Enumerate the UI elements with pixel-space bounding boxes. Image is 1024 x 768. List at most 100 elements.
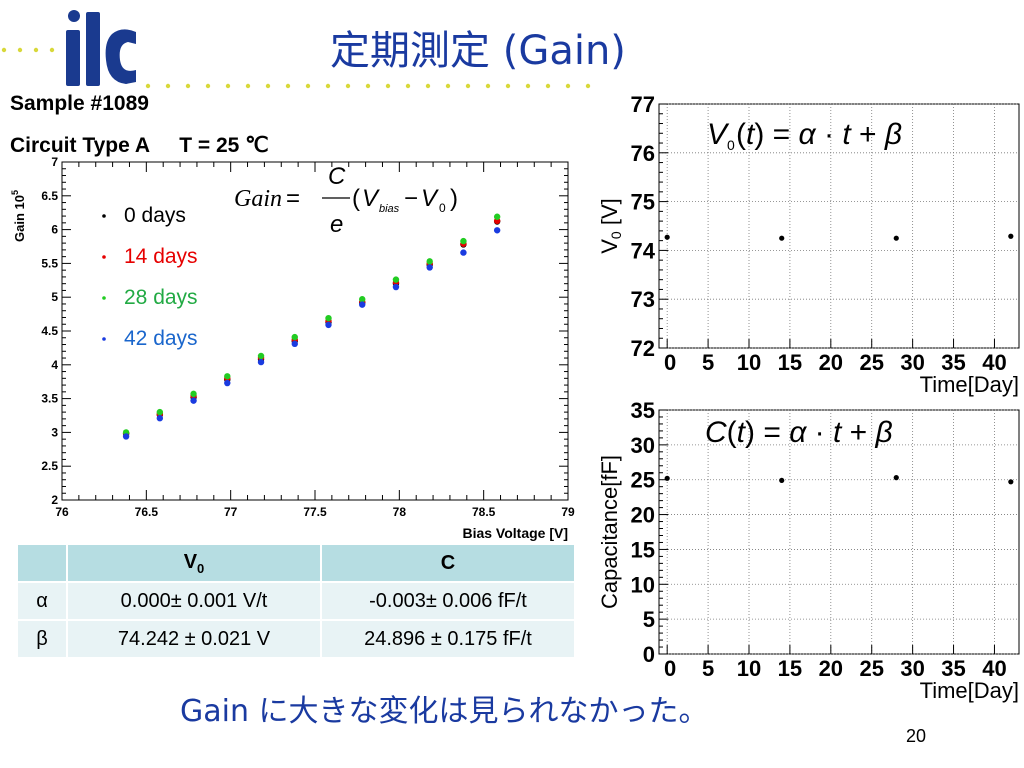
y-tick-label: 15: [631, 537, 655, 562]
x-tick-label: 30: [900, 656, 924, 681]
data-point: [664, 475, 670, 481]
x-tick-label: 10: [737, 350, 761, 375]
x-tick-label: 0: [664, 350, 676, 375]
data-point: [359, 296, 366, 303]
x-tick-label: 15: [778, 350, 802, 375]
svg-text:Gain: Gain: [234, 186, 282, 212]
x-tick-label: 77.5: [303, 505, 327, 519]
slide-caption: Gain に大きな変化は見られなかった。: [180, 694, 709, 729]
x-tick-label: 20: [819, 656, 843, 681]
table-row: β 74.242 ± 0.021 V 24.896 ± 0.175 fF/t: [16, 619, 576, 659]
x-axis-label: Time[Day]: [920, 372, 1019, 397]
x-tick-label: 0: [664, 656, 676, 681]
data-point: [426, 258, 433, 265]
x-tick-label: 25: [859, 350, 883, 375]
x-tick-label: 5: [702, 656, 714, 681]
x-axis-label: Bias Voltage [V]: [462, 525, 568, 541]
sample-label: Sample #1089: [10, 92, 149, 115]
circuit-label: Circuit Type A T = 25 ℃: [10, 133, 269, 158]
y-tick-label: 74: [631, 238, 656, 263]
y-tick-label: 77: [631, 92, 655, 117]
table-header-cell: C: [320, 543, 576, 583]
y-tick-label: 6: [51, 223, 58, 237]
legend-marker: [102, 337, 106, 341]
data-point: [392, 276, 400, 283]
data-point: [779, 235, 785, 241]
data-point: [224, 373, 231, 380]
data-point: [493, 227, 501, 234]
y-tick-label: 2: [51, 493, 58, 507]
legend-label: 0 days: [124, 204, 186, 227]
data-point: [1008, 233, 1014, 239]
legend-label: 28 days: [124, 286, 198, 309]
dotted-decoration: [1, 47, 591, 89]
circuit-type: Circuit Type A: [10, 134, 151, 157]
y-tick-label: 2.5: [41, 459, 58, 473]
y-tick-label: 3: [51, 425, 58, 439]
gain-chart: 2 2.5 3 3.5 4 4.5 5 5.5 6 6.5 7 76 76.5 77 77.5 78 78.5 7…: [10, 155, 575, 541]
svg-text:0: 0: [439, 201, 446, 215]
data-point: [122, 433, 130, 440]
x-tick-label: 20: [819, 350, 843, 375]
legend-label: 14 days: [124, 245, 198, 268]
data-point: [257, 358, 265, 366]
data-point: [664, 234, 670, 240]
y-tick-label: 4: [51, 358, 58, 372]
x-tick-label: 76.5: [135, 505, 159, 519]
svg-text:C: C: [328, 163, 346, 190]
y-tick-label: 75: [631, 190, 655, 215]
slide-title: 定期測定 (Gain): [330, 28, 626, 74]
x-tick-label: 78: [393, 505, 407, 519]
data-point: [325, 314, 332, 322]
svg-text:bias: bias: [379, 203, 400, 215]
y-tick-label: 72: [631, 336, 655, 361]
legend-marker: [102, 296, 106, 300]
y-tick-label: 4.5: [41, 324, 58, 338]
y-tick-label: 7: [51, 155, 58, 169]
x-tick-label: 35: [941, 350, 965, 375]
data-point: [893, 235, 899, 241]
y-axis-label: Capacitance[fF]: [597, 455, 622, 609]
svg-text:V: V: [421, 185, 439, 212]
x-tick-label: 40: [982, 350, 1006, 375]
ilc-logo: [60, 8, 140, 90]
x-tick-label: 79: [561, 505, 575, 519]
y-axis-label: V0 [V]: [597, 198, 624, 254]
svg-text:): ): [450, 185, 458, 212]
data-point: [493, 213, 501, 220]
svg-text:V: V: [707, 118, 730, 151]
x-axis-label: Time[Day]: [920, 678, 1019, 703]
table-header-row: V0 C: [16, 543, 576, 583]
y-tick-label: 5: [643, 607, 655, 632]
table-cell: 74.242 ± 0.021 V: [66, 619, 322, 659]
y-tick-label: 3.5: [41, 392, 58, 406]
svg-text:C(t) = α · t + β: C(t) = α · t + β: [705, 416, 893, 449]
svg-text:=: =: [286, 185, 300, 212]
y-tick-label: 73: [631, 287, 655, 312]
table-cell: 0.000± 0.001 V/t: [66, 581, 322, 621]
x-tick-label: 77: [224, 505, 238, 519]
temperature-label: T = 25 ℃: [179, 134, 269, 157]
x-tick-label: 78.5: [472, 505, 496, 519]
y-tick-label: 10: [631, 572, 655, 597]
data-point: [460, 237, 467, 245]
y-axis-label: Gain 105: [10, 190, 27, 242]
y-tick-label: 5: [51, 290, 58, 304]
gain-formula: Gain = C e ( V bias − V 0 ): [234, 163, 458, 238]
v0-formula: V 0 (t) = α · t + β: [707, 118, 902, 153]
table-header-v0-sub: 0: [197, 560, 205, 576]
svg-text:(: (: [352, 185, 360, 212]
plot-frame: [658, 409, 1020, 655]
data-point: [1008, 479, 1014, 485]
fit-parameter-table: V0 C α 0.000± 0.001 V/t -0.003± 0.006 fF…: [16, 543, 576, 659]
data-point: [190, 397, 197, 404]
svg-text:e: e: [330, 211, 343, 238]
data-point: [779, 477, 785, 484]
table-cell: 24.896 ± 0.175 fF/t: [320, 619, 576, 659]
svg-text:0: 0: [727, 137, 735, 153]
x-tick-label: 40: [982, 656, 1006, 681]
table-cell: α: [16, 581, 68, 621]
y-tick-label: 6.5: [41, 189, 58, 203]
